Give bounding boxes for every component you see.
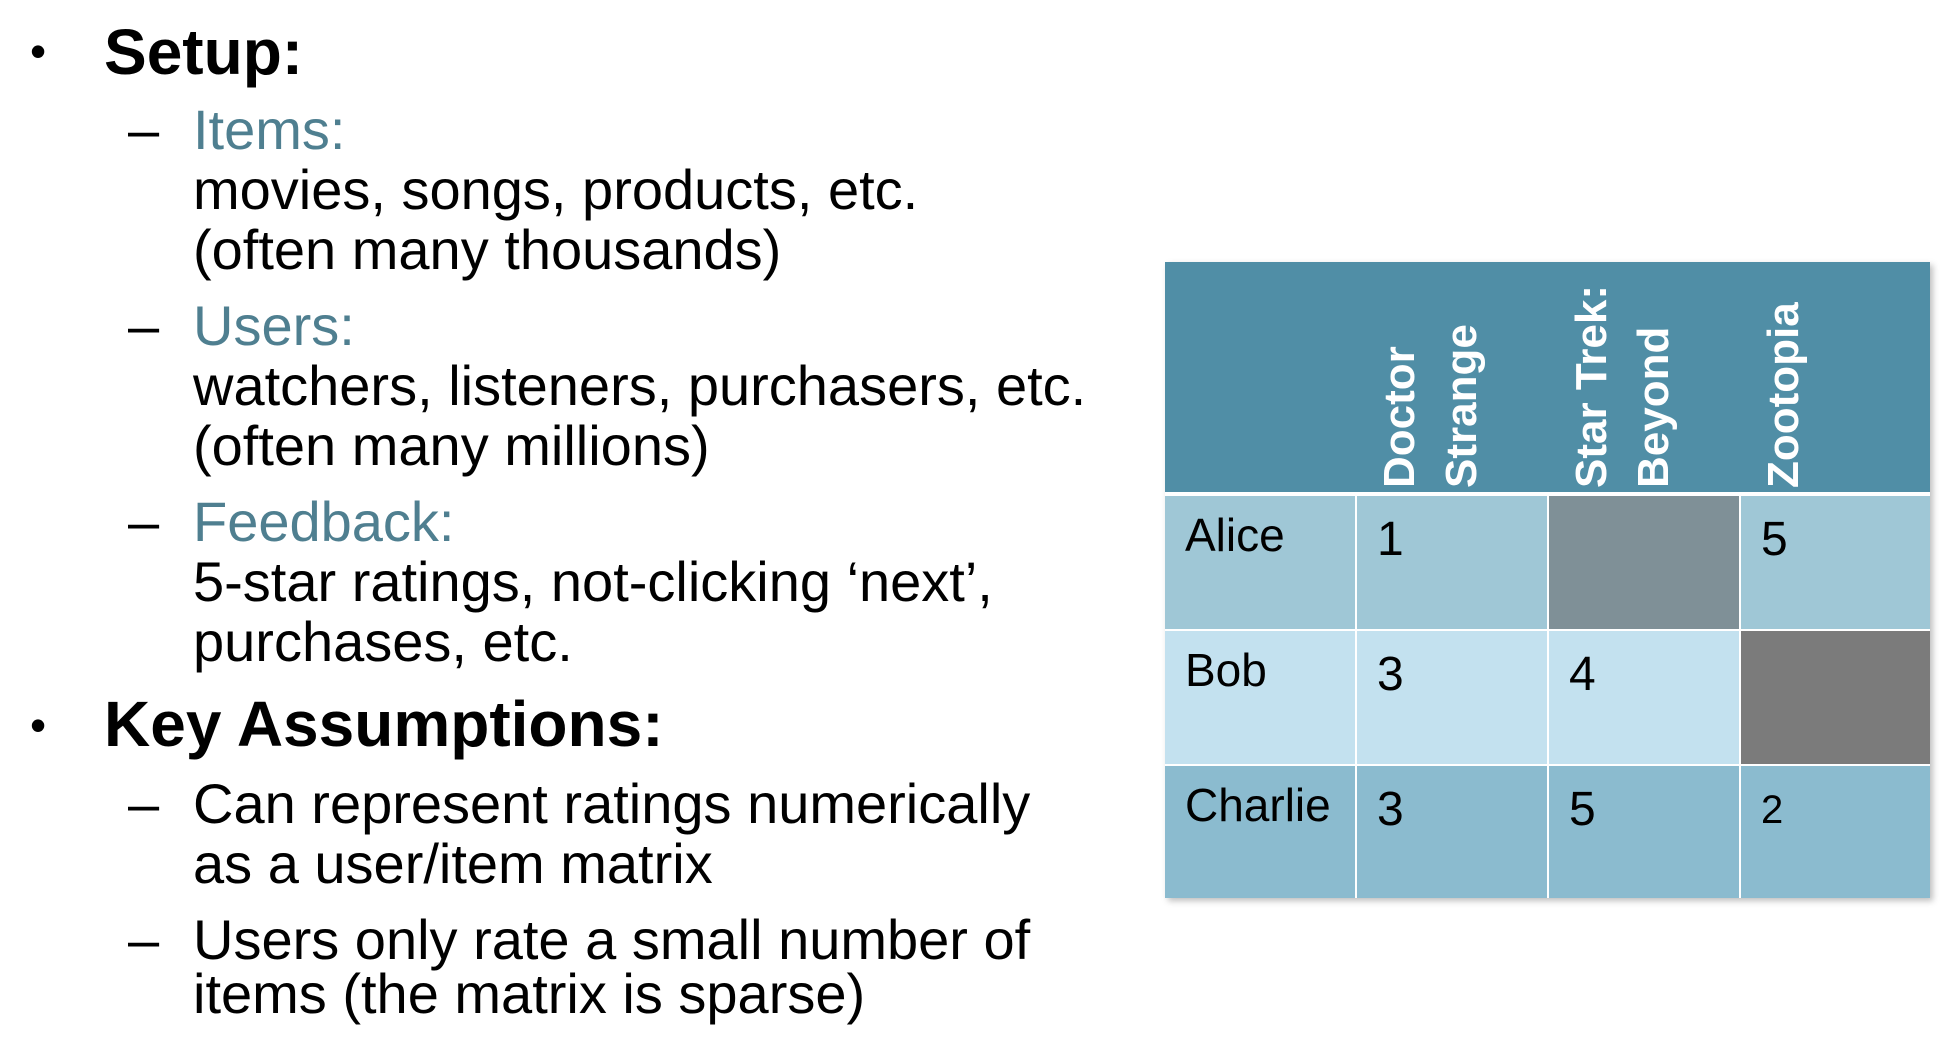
items-label: Items: (193, 98, 346, 161)
users-label: Users: (193, 294, 355, 357)
assumption-2-dash: – (128, 908, 160, 971)
rating-cell: 4 (1569, 648, 1596, 701)
assumption-1-dash: – (128, 772, 160, 835)
feedback-dash: – (128, 490, 160, 553)
user-item-matrix: Doctor Strange Star Trek: Beyond Zootopi… (1165, 262, 1930, 898)
items-line-1: movies, songs, products, etc. (193, 158, 919, 221)
column-header-line: Doctor (1375, 346, 1424, 488)
column-divider (1547, 496, 1549, 898)
row-name-alice: Alice (1185, 509, 1285, 561)
items-dash: – (128, 98, 160, 161)
rating-cell: 3 (1377, 648, 1404, 701)
column-header-line: Strange (1437, 324, 1486, 488)
column-header-line: Zootopia (1759, 302, 1808, 488)
column-divider (1355, 496, 1357, 898)
rating-cell: 5 (1569, 783, 1596, 836)
rating-cell: 1 (1377, 513, 1404, 566)
matrix-header: Doctor Strange Star Trek: Beyond Zootopi… (1165, 262, 1930, 492)
users-line-2: (often many millions) (193, 414, 710, 477)
setup-heading: Setup: (104, 16, 304, 88)
assumption-2-line-2: items (the matrix is sparse) (193, 962, 866, 1025)
users-line-1: watchers, listeners, purchasers, etc. (193, 354, 1087, 417)
feedback-label: Feedback: (193, 490, 455, 553)
column-header-line: Beyond (1629, 326, 1678, 488)
rating-cell: 5 (1761, 513, 1788, 566)
column-header-star-trek-beyond: Star Trek: Beyond (1549, 262, 1741, 492)
assumption-2-line-1: Users only rate a small number of (193, 908, 1031, 971)
feedback-line-1: 5-star ratings, not-clicking ‘next’, (193, 550, 993, 613)
rating-cell: 3 (1377, 783, 1404, 836)
column-header-zootopia: Zootopia (1741, 262, 1933, 492)
users-dash: – (128, 294, 160, 357)
rating-cell: 2 (1761, 788, 1784, 832)
items-line-2: (often many thousands) (193, 218, 782, 281)
assumptions-bullet: • (30, 699, 47, 751)
missing-rating-cell (1741, 631, 1930, 764)
feedback-line-2: purchases, etc. (193, 610, 573, 673)
column-header-doctor-strange: Doctor Strange (1357, 262, 1549, 492)
setup-bullet: • (30, 25, 47, 77)
missing-rating-cell (1549, 496, 1741, 629)
header-separator (1165, 492, 1930, 496)
assumption-1-line-1: Can represent ratings numerically (193, 772, 1031, 835)
assumptions-heading: Key Assumptions: (104, 688, 664, 760)
row-name-charlie: Charlie (1185, 779, 1331, 831)
column-header-line: Star Trek: (1567, 285, 1616, 488)
assumption-1-line-2: as a user/item matrix (193, 832, 713, 895)
column-divider (1739, 496, 1741, 898)
row-name-bob: Bob (1185, 644, 1267, 696)
